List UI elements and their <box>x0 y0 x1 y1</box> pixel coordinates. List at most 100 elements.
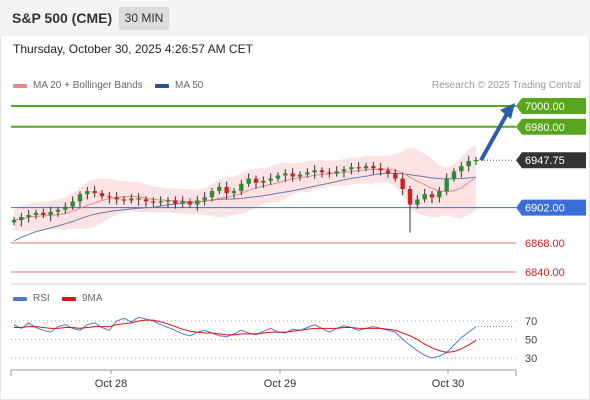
level-tag-box <box>516 118 586 135</box>
candle-body <box>33 212 39 215</box>
candle-body <box>261 180 266 183</box>
level-label: 6868.00 <box>525 238 565 250</box>
level-tag-6947.75: 6947.75 <box>516 152 586 169</box>
candle-body <box>341 169 347 172</box>
candle-body <box>195 200 200 205</box>
x-label-Oct 29: Oct 29 <box>264 378 296 390</box>
candle-body <box>371 166 376 169</box>
candle-body <box>297 174 303 177</box>
candle-body <box>92 191 97 194</box>
candle-body <box>444 178 449 192</box>
candle-body <box>202 197 207 201</box>
candle-body <box>70 201 75 207</box>
ma20-line <box>13 168 477 221</box>
ma20-legend-label: MA 20 + Bollinger Bands <box>33 80 143 91</box>
rsi-tick-70: 70 <box>525 316 537 328</box>
rsi-ma-legend-swatch <box>62 297 76 301</box>
level-label: 6980.00 <box>525 122 565 134</box>
rsi-legend-swatch <box>13 297 27 301</box>
rsi-line <box>13 316 477 359</box>
candle-body <box>99 193 105 197</box>
candle-body <box>55 209 61 212</box>
candle-body <box>334 171 339 174</box>
level-tag-6902.00: 6902.00 <box>516 199 586 216</box>
ma50-legend-label: MA 50 <box>175 80 204 91</box>
candle-body <box>48 211 53 215</box>
candle-body <box>41 212 46 215</box>
research-credit: Research © 2025 Trading Central <box>431 80 581 91</box>
candle-body <box>312 170 317 173</box>
instrument-title: S&P 500 (CME) <box>12 10 113 26</box>
candle-body <box>253 178 259 183</box>
candle-body <box>231 191 237 194</box>
x-label-Oct 28: Oct 28 <box>95 378 127 390</box>
candle-body <box>459 166 464 172</box>
candle-body <box>290 173 295 177</box>
candle-body <box>378 168 383 171</box>
rsi-ma-line <box>14 319 477 353</box>
candle-body <box>429 194 435 198</box>
level-tag-6840.00: 6840.00 <box>525 267 565 279</box>
ma20-legend-swatch <box>13 84 27 88</box>
candle-body <box>180 201 185 204</box>
rsi-ma-legend-label: 9MA <box>82 293 103 304</box>
candle-body <box>121 199 127 201</box>
candle-body <box>19 217 24 221</box>
candle-body <box>165 200 171 202</box>
level-label: 6902.00 <box>525 203 565 215</box>
candle-body <box>327 172 332 174</box>
candle-body <box>246 178 251 184</box>
timestamp: Thursday, October 30, 2025 4:26:57 AM CE… <box>13 42 253 56</box>
candle-body <box>26 214 31 218</box>
level-tag-6980.00: 6980.00 <box>516 118 586 135</box>
candle-body <box>129 198 134 201</box>
level-tag-6868.00: 6868.00 <box>525 238 565 250</box>
candle-body <box>400 178 405 189</box>
ma50-legend-swatch <box>155 84 169 88</box>
candle-body <box>319 170 325 173</box>
candle-body <box>224 186 229 194</box>
projection-arrow <box>479 111 510 162</box>
candle-body <box>85 191 90 195</box>
candle-body <box>422 194 427 200</box>
ma50-line <box>13 172 477 242</box>
candle-body <box>209 191 215 198</box>
header-bar: S&P 500 (CME) 30 MIN <box>0 0 590 36</box>
candle-body <box>114 197 119 200</box>
level-label: 6840.00 <box>525 267 565 279</box>
candle-body <box>407 189 413 205</box>
rsi-tick-50: 50 <box>525 335 537 347</box>
candle-body <box>356 167 361 169</box>
candle-body <box>283 173 288 176</box>
candle-body <box>217 186 222 192</box>
candle-body <box>385 170 391 174</box>
candle-body <box>275 175 281 179</box>
rsi-legend-label: RSI <box>33 293 50 304</box>
candles <box>11 155 479 233</box>
level-tag-box <box>516 152 586 169</box>
level-label: 6947.75 <box>525 155 565 167</box>
candle-body <box>136 198 141 200</box>
candle-body <box>393 173 398 179</box>
level-tag-7000.00: 7000.00 <box>516 98 586 114</box>
candle-body <box>239 183 244 192</box>
candle-body <box>349 167 354 170</box>
candle-body <box>451 171 457 179</box>
candle-body <box>143 199 149 202</box>
timeframe-button[interactable]: 30 MIN <box>119 7 169 30</box>
candle-body <box>158 201 163 203</box>
candle-body <box>173 200 178 204</box>
level-tag-box <box>516 98 586 114</box>
candle-body <box>77 194 83 202</box>
projection-arrow-head <box>500 103 515 119</box>
candle-body <box>151 201 156 203</box>
candle-body <box>187 201 193 205</box>
candle-body <box>11 220 17 223</box>
x-label-Oct 30: Oct 30 <box>432 378 464 390</box>
candle-body <box>473 159 479 162</box>
candle-body <box>415 199 420 205</box>
candle-body <box>363 166 369 169</box>
candle-body <box>107 196 112 198</box>
level-tag-box <box>516 199 586 216</box>
